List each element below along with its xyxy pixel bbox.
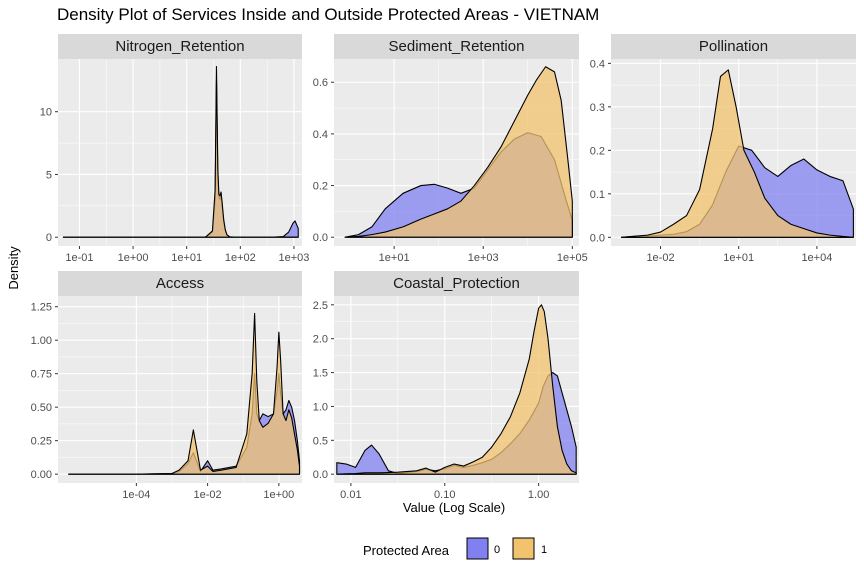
facet-strip: [611, 34, 856, 59]
panel-background: [58, 59, 302, 246]
density-areas: [344, 66, 573, 238]
facet-panels: Nitrogen_Retention 0 5 10 1e-01 1e+00 1e+01 1e+…: [31, 34, 856, 501]
x-tick-label: 1e+01: [379, 252, 410, 264]
y-tick-label: 0.25: [31, 436, 52, 448]
y-tick-label: 10: [40, 107, 52, 119]
x-tick-label: 1e-04: [122, 489, 150, 501]
legend-key-1: [512, 537, 535, 560]
x-tick-label: 1e+05: [557, 252, 588, 264]
facet-strip-label: Nitrogen_Retention: [115, 38, 244, 55]
y-tick-label: 0.6: [313, 77, 328, 89]
legend-title: Protected Area: [363, 543, 450, 558]
density-area-series-1: [62, 65, 299, 238]
x-tick-label: 1.00: [528, 489, 549, 501]
y-tick-label: 1.25: [31, 302, 52, 314]
y-tick-label: 0.3: [590, 102, 605, 114]
y-tick-label: 1.5: [313, 368, 328, 380]
y-tick-label: 2.5: [313, 300, 328, 312]
y-axis-title: Density: [6, 246, 21, 290]
y-tick-label: 0.5: [313, 435, 328, 447]
y-tick-label: 0.4: [590, 58, 605, 70]
y-tick-label: 0.0: [313, 469, 328, 481]
panel-nitrogen-retention: Nitrogen_Retention 0 5 10 1e-01 1e+00 1e+01 1e+…: [40, 34, 310, 264]
y-tick-label: 0.00: [31, 469, 52, 481]
y-tick-label: 0.2: [590, 145, 605, 157]
facet-strip-label: Sediment_Retention: [389, 38, 525, 55]
x-tick-label: 1e+02: [225, 252, 256, 264]
density-areas: [68, 312, 301, 475]
facet-strip: [334, 271, 579, 296]
y-tick-label: 0.2: [313, 181, 328, 193]
facet-strip-label: Access: [156, 275, 204, 292]
y-tick-label: 0.75: [31, 369, 52, 381]
density-areas: [62, 65, 299, 238]
x-tick-label: 1e-01: [65, 252, 93, 264]
x-tick-label: 1e+01: [723, 252, 754, 264]
y-tick-label: 0: [46, 232, 52, 244]
chart-title: Density Plot of Services Inside and Outs…: [57, 5, 599, 24]
x-tick-label: 1e-02: [646, 252, 674, 264]
x-tick-label: 1e+03: [468, 252, 499, 264]
panel-access: Access 0.00 0.25 0.50 0.75 1.00 1.25 1e-04 1e-02…: [31, 271, 302, 501]
y-tick-label: 0.50: [31, 402, 52, 414]
density-area-series-1: [68, 312, 301, 475]
density-areas: [620, 69, 854, 238]
y-tick-label: 0.0: [313, 232, 328, 244]
y-tick-label: 0.4: [313, 129, 328, 141]
y-tick-label: 1.00: [31, 335, 52, 347]
panel-pollination: Pollination 0.0 0.1 0.2 0.3 0.4 1e-02 1e+01 1e+0…: [590, 34, 856, 264]
panel-coastal-protection: Coastal_Protection 0.0 0.5 1.0 1.5 2.0 2.5 0.01…: [313, 271, 579, 501]
x-tick-label: 0.01: [340, 489, 361, 501]
legend-label-1: 1: [541, 544, 547, 556]
facet-strip: [334, 34, 579, 59]
y-tick-label: 0.1: [590, 189, 605, 201]
x-tick-label: 1e+01: [171, 252, 202, 264]
y-tick-label: 2.0: [313, 334, 328, 346]
legend-key-0: [466, 537, 489, 560]
x-tick-label: 0.10: [434, 489, 455, 501]
y-tick-label: 5: [46, 169, 52, 181]
density-area-series-1: [336, 304, 577, 475]
facet-strip: [58, 271, 302, 296]
x-tick-label: 1e+04: [801, 252, 832, 264]
density-area-series-1: [620, 69, 854, 238]
x-tick-label: 1e+03: [279, 252, 310, 264]
y-tick-label: 0.0: [590, 232, 605, 244]
facet-strip-label: Pollination: [699, 38, 768, 55]
legend-label-0: 0: [494, 544, 500, 556]
facet-strip-label: Coastal_Protection: [393, 275, 520, 292]
density-area-series-1: [344, 66, 573, 238]
x-tick-label: 1e-02: [194, 489, 222, 501]
legend: Protected Area 0 1: [363, 537, 547, 560]
x-axis-title: Value (Log Scale): [403, 500, 505, 515]
x-tick-label: 1e+00: [118, 252, 149, 264]
panel-sediment-retention: Sediment_Retention 0.0 0.2 0.4 0.6 1e+01 1e+03…: [313, 34, 588, 264]
density-areas: [336, 304, 577, 475]
facet-strip: [58, 34, 302, 59]
y-tick-label: 1.0: [313, 401, 328, 413]
x-tick-label: 1e+00: [263, 489, 294, 501]
